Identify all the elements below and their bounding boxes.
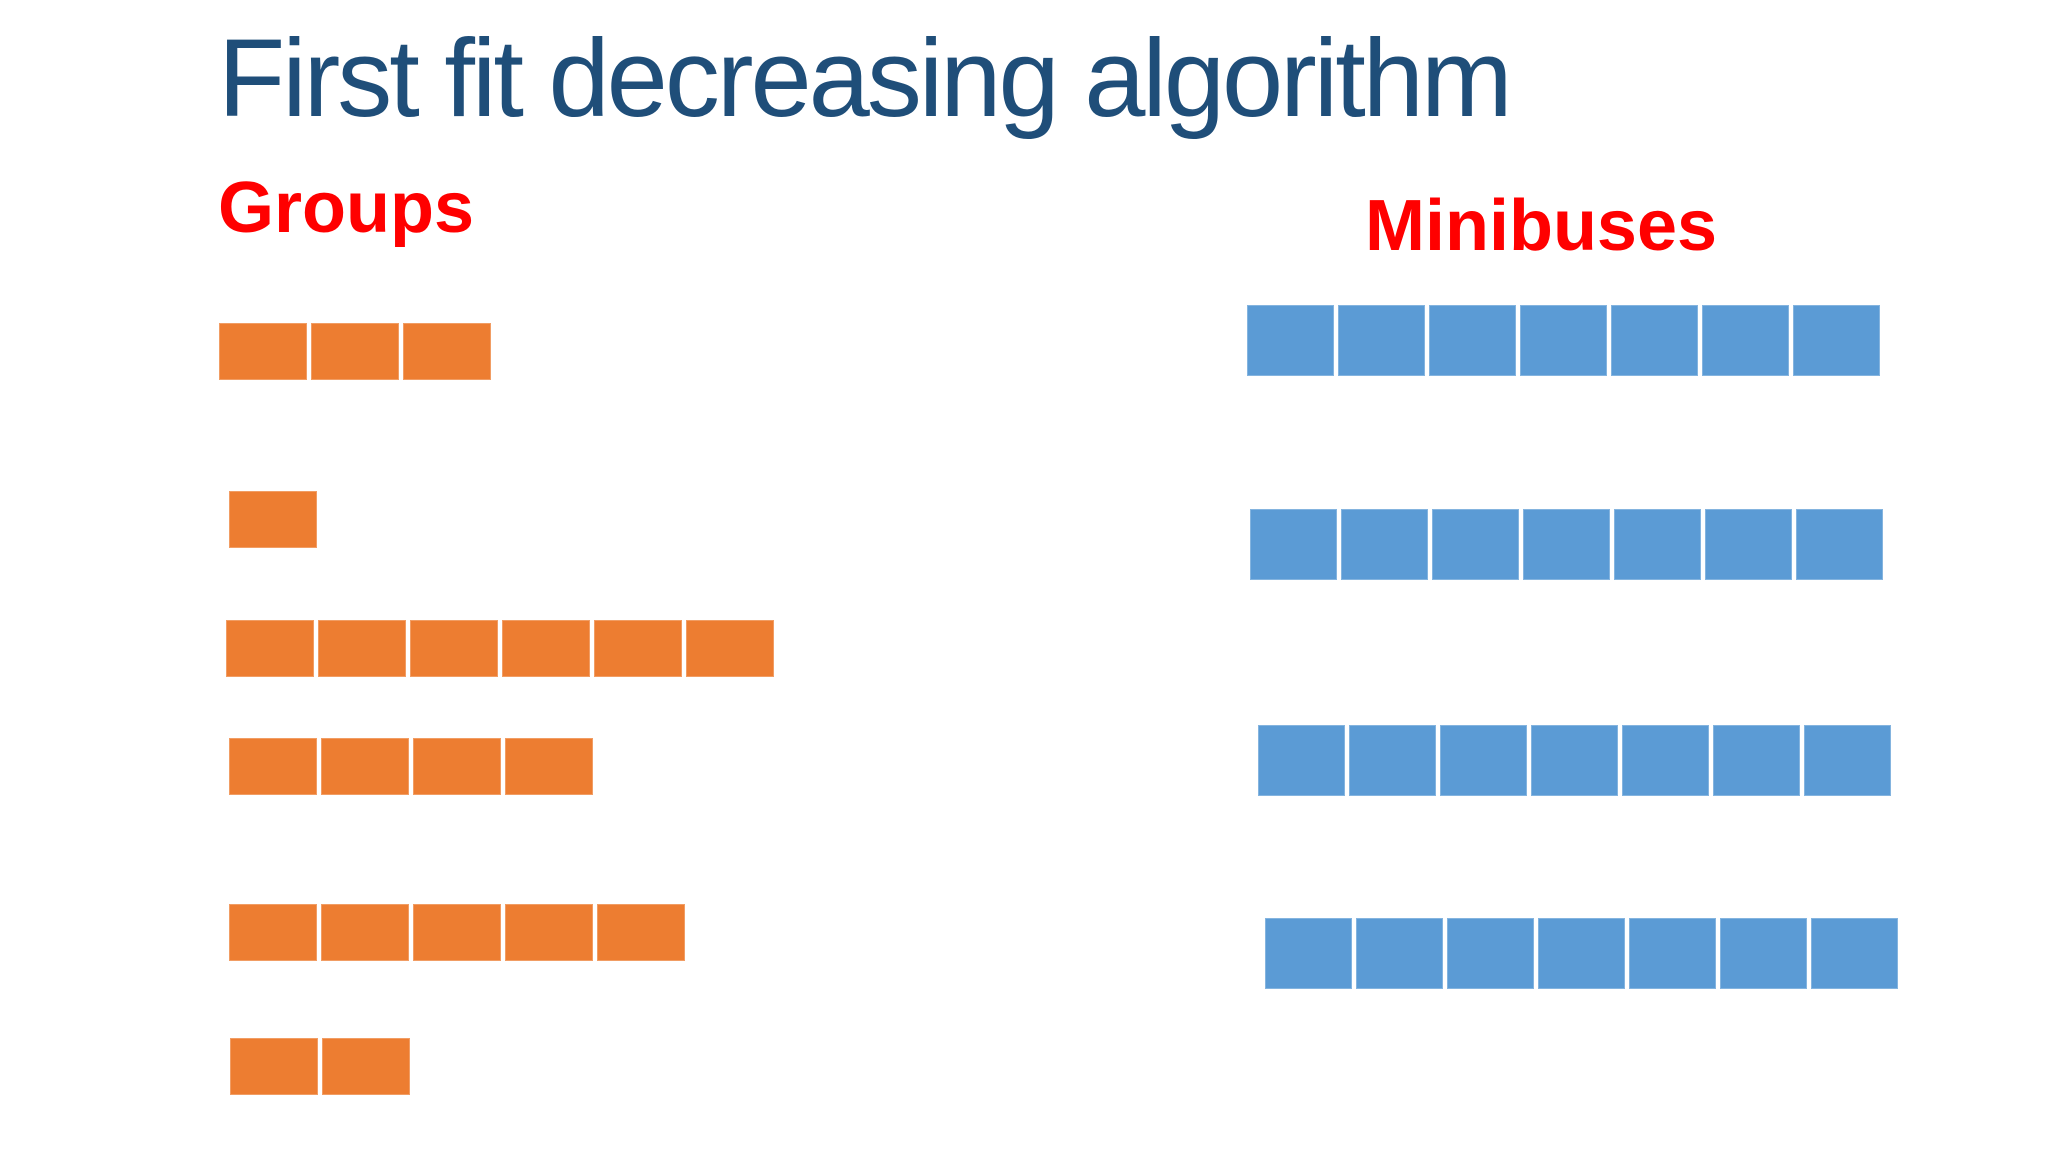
minibus-cell xyxy=(1356,918,1443,989)
minibus-row xyxy=(1265,918,1898,989)
minibus-cell xyxy=(1432,509,1519,580)
group-cell xyxy=(226,620,314,677)
minibus-cell xyxy=(1429,305,1516,376)
minibus-cell xyxy=(1811,918,1898,989)
group-cell xyxy=(230,1038,318,1095)
minibus-row xyxy=(1250,509,1883,580)
minibus-cell xyxy=(1629,918,1716,989)
minibuses-label: Minibuses xyxy=(1365,186,1718,266)
minibus-cell xyxy=(1250,509,1337,580)
group-cell xyxy=(318,620,406,677)
minibus-row xyxy=(1247,305,1880,376)
group-cell xyxy=(505,904,593,961)
minibus-cell xyxy=(1523,509,1610,580)
minibus-cell xyxy=(1338,305,1425,376)
minibus-cell xyxy=(1531,725,1618,796)
minibus-cell xyxy=(1796,509,1883,580)
minibus-row xyxy=(1258,725,1891,796)
minibus-cell xyxy=(1265,918,1352,989)
minibus-cell xyxy=(1611,305,1698,376)
minibus-cell xyxy=(1258,725,1345,796)
minibus-cell xyxy=(1622,725,1709,796)
group-cell xyxy=(413,904,501,961)
group-row xyxy=(230,1038,410,1095)
minibus-cell xyxy=(1341,509,1428,580)
group-cell xyxy=(594,620,682,677)
minibus-cell xyxy=(1538,918,1625,989)
minibus-cell xyxy=(1440,725,1527,796)
group-cell xyxy=(321,738,409,795)
groups-label: Groups xyxy=(218,168,475,248)
group-cell xyxy=(597,904,685,961)
minibus-cell xyxy=(1447,918,1534,989)
group-row xyxy=(229,738,593,795)
page-title: First fit decreasing algorithm xyxy=(218,17,1513,140)
group-cell xyxy=(322,1038,410,1095)
group-cell xyxy=(229,904,317,961)
minibus-cell xyxy=(1720,918,1807,989)
group-cell xyxy=(219,323,307,380)
group-cell xyxy=(686,620,774,677)
minibus-cell xyxy=(1520,305,1607,376)
group-row xyxy=(229,904,685,961)
group-cell xyxy=(505,738,593,795)
minibus-cell xyxy=(1614,509,1701,580)
minibus-cell xyxy=(1793,305,1880,376)
group-cell xyxy=(311,323,399,380)
minibus-cell xyxy=(1705,509,1792,580)
group-row xyxy=(226,620,774,677)
minibus-cell xyxy=(1349,725,1436,796)
group-cell xyxy=(410,620,498,677)
minibus-cell xyxy=(1247,305,1334,376)
group-cell xyxy=(502,620,590,677)
group-row xyxy=(229,491,317,548)
group-cell xyxy=(229,491,317,548)
group-cell xyxy=(229,738,317,795)
minibus-cell xyxy=(1804,725,1891,796)
group-row xyxy=(219,323,491,380)
minibus-cell xyxy=(1702,305,1789,376)
group-cell xyxy=(413,738,501,795)
group-cell xyxy=(321,904,409,961)
group-cell xyxy=(403,323,491,380)
minibus-cell xyxy=(1713,725,1800,796)
